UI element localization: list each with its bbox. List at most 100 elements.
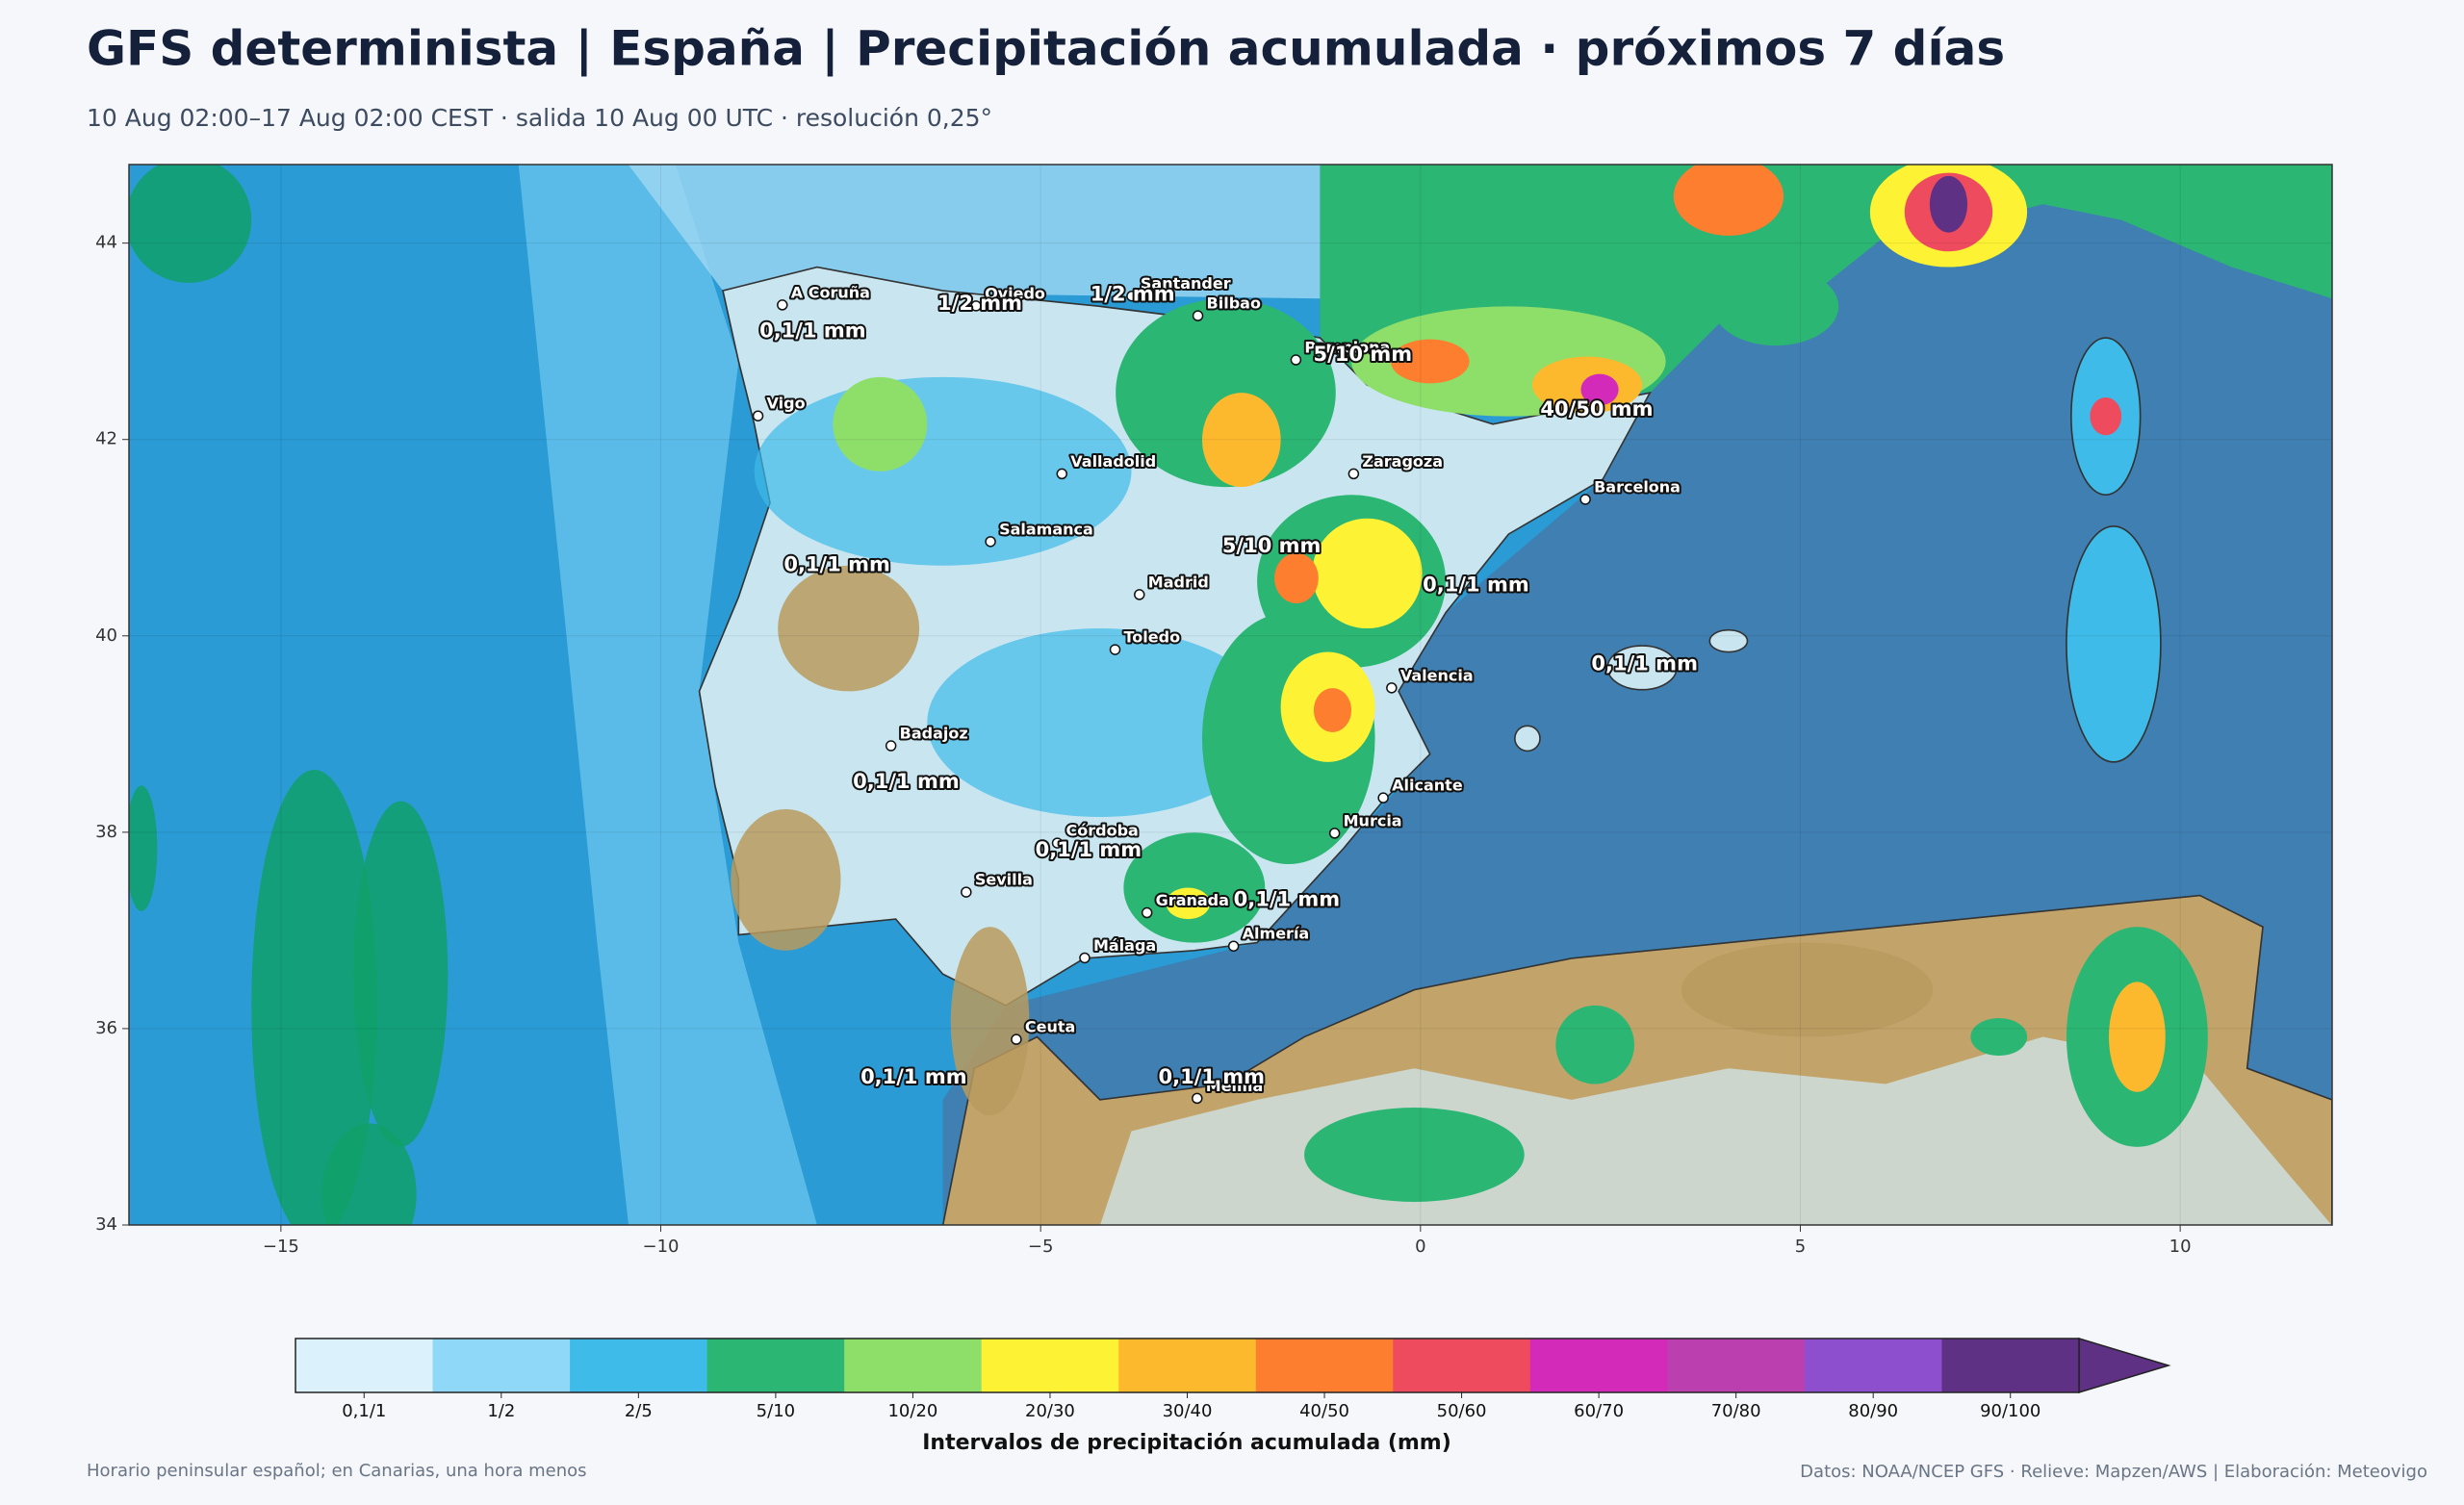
colorbar-swatch [981,1339,1119,1392]
map-background [129,165,2332,1225]
colorbar-swatch [1667,1339,1806,1392]
city-marker [1386,682,1398,694]
colorbar-label: 5/10 [757,1401,795,1421]
colorbar-title: Intervalos de precipitación acumulada (m… [922,1431,1451,1455]
colorbar-swatch [1529,1339,1668,1392]
city-label: Bilbao [1207,294,1261,313]
city-label: Santander [1141,274,1231,293]
city-label: Sevilla [975,871,1033,889]
city-marker [1227,940,1240,952]
amount-label: 0,1/1 mm [1591,651,1698,675]
colorbar-swatch [570,1339,708,1392]
colorbar-swatch [1393,1339,1531,1392]
footer-right: Datos: NOAA/NCEP GFS · Relieve: Mapzen/A… [1800,1462,2427,1482]
city-label: Melilla [1206,1077,1264,1095]
colorbar-extension [2078,1337,2171,1394]
city-label: Alicante [1392,777,1463,795]
colorbar-label: 80/90 [1848,1401,1898,1421]
x-tick-label: 5 [1795,1237,1806,1257]
city-marker [1348,468,1360,480]
x-tick-label: 10 [2169,1237,2192,1257]
colorbar-swatch [1118,1339,1257,1392]
x-tick-label: 0 [1415,1237,1425,1257]
amount-label: 0,1/1 mm [1036,838,1142,861]
colorbar-swatch [844,1339,983,1392]
city-label: A Coruña [791,283,870,301]
amount-label: 40/50 mm [1540,397,1653,421]
city-marker [1328,828,1341,839]
colorbar-swatch [432,1339,571,1392]
colorbar-label: 20/30 [1025,1401,1075,1421]
city-marker [1579,494,1591,505]
city-marker [985,536,996,548]
city-marker [1126,290,1138,302]
amount-label: 1/2 mm [1091,283,1175,306]
colorbar-label: 90/100 [1980,1401,2040,1421]
colorbar-swatch [1255,1339,1394,1392]
city-marker [752,410,764,421]
amount-label: 0,1/1 mm [783,552,890,575]
city-marker [1011,1033,1022,1045]
amount-label: 5/10 mm [1314,343,1413,366]
amount-label: 0,1/1 mm [1234,887,1341,910]
y-tick-label: 36 [95,1018,117,1038]
map-frame [128,164,2333,1226]
city-label: Almería [1243,925,1310,943]
city-marker [1134,589,1145,600]
city-label: Badajoz [900,725,968,743]
colorbar-label: 1/2 [487,1401,515,1421]
city-label: Oviedo [985,284,1045,302]
city-label: Salamanca [999,520,1093,538]
colorbar-label: 2/5 [625,1401,653,1421]
city-marker [1141,906,1153,919]
city-label: Valencia [1400,666,1474,684]
city-label: Madrid [1148,573,1209,591]
city-label: Barcelona [1594,477,1681,496]
city-label: Valladolid [1070,452,1156,471]
colorbar-swatch [706,1339,845,1392]
colorbar-swatch [1941,1339,2080,1392]
x-tick-label: −10 [643,1237,680,1257]
y-tick-label: 34 [95,1214,117,1235]
city-label: Granada [1156,891,1229,909]
city-marker [777,299,788,311]
x-tick-label: −5 [1028,1237,1054,1257]
city-marker [1377,792,1389,804]
city-label: Murcia [1344,811,1402,829]
colorbar-label: 60/70 [1574,1401,1624,1421]
amount-label: 0,1/1 mm [759,319,866,342]
amount-label: 0,1/1 mm [1158,1065,1265,1088]
y-tick-label: 38 [95,822,117,842]
footer-left: Horario peninsular español; en Canarias,… [87,1461,587,1481]
city-marker [1109,644,1121,655]
title: GFS determinista | España | Precipitació… [87,21,2005,77]
city-label: Ceuta [1025,1018,1075,1036]
x-tick-label: −15 [263,1237,299,1257]
y-tick-label: 40 [95,625,117,646]
colorbar-label: 30/40 [1163,1401,1213,1421]
city-marker [970,300,982,312]
colorbar-swatch [295,1339,434,1392]
city-label: Málaga [1093,936,1156,955]
city-marker [1290,354,1302,366]
city-marker [1192,1092,1203,1105]
colorbar-label: 40/50 [1299,1401,1349,1421]
amount-label: 0,1/1 mm [1423,574,1529,597]
colorbar-frame [295,1338,2080,1393]
city-label: Vigo [767,395,806,413]
city-marker [1079,952,1091,964]
y-tick-label: 44 [95,233,117,253]
amount-label: 5/10 mm [1222,534,1322,557]
city-label: Zaragoza [1362,452,1443,471]
city-label: Pamplona [1304,339,1390,357]
city-marker [1051,837,1064,849]
city-marker [1056,468,1068,480]
colorbar-label: 0,1/1 [342,1401,386,1421]
colorbar-label: 50/60 [1437,1401,1487,1421]
colorbar-label: 10/20 [887,1401,937,1421]
city-marker [885,740,897,752]
y-tick-label: 42 [95,429,117,449]
